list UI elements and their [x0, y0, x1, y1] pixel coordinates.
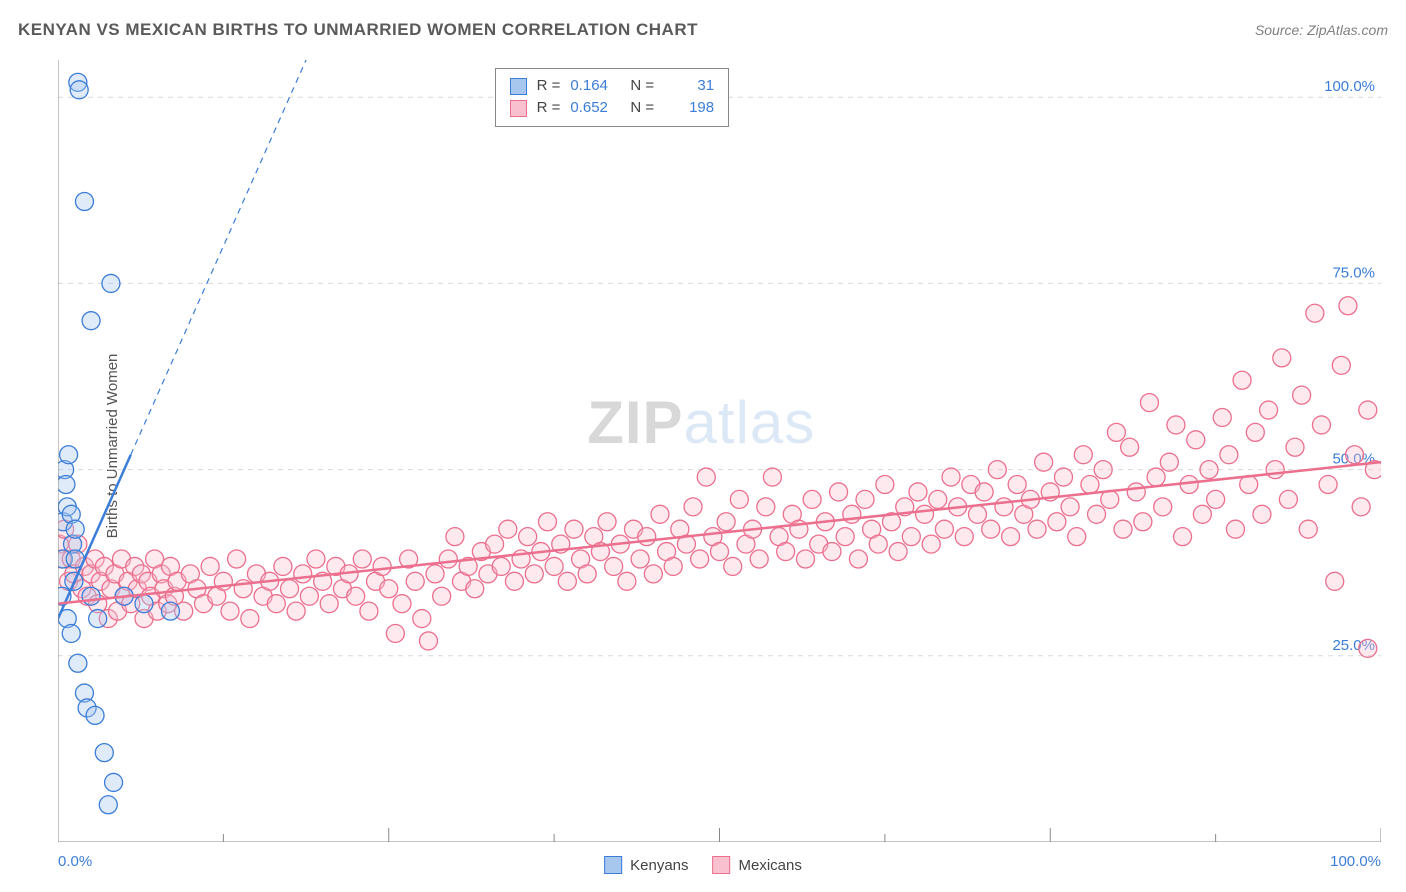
source-attribution: Source: ZipAtlas.com — [1255, 22, 1388, 38]
n-value: 198 — [664, 97, 714, 120]
legend-item: Kenyans — [604, 856, 688, 874]
svg-text:100.0%: 100.0% — [1324, 78, 1375, 95]
n-label: N = — [630, 97, 654, 120]
stats-row: R = 0.164 N = 31 — [510, 75, 715, 98]
scatter-plot-svg: 25.0%50.0%75.0%100.0% — [58, 60, 1381, 842]
svg-text:75.0%: 75.0% — [1332, 264, 1375, 281]
legend-label: Mexicans — [739, 857, 802, 874]
stats-row: R = 0.652 N = 198 — [510, 97, 715, 120]
legend-swatch-icon — [604, 856, 622, 874]
series-swatch-icon — [510, 78, 527, 95]
r-label: R = — [537, 75, 561, 98]
chart-plot-area: 25.0%50.0%75.0%100.0% ZIPatlas R =0.164N… — [58, 60, 1381, 842]
legend-label: Kenyans — [630, 857, 688, 874]
chart-header: KENYAN VS MEXICAN BIRTHS TO UNMARRIED WO… — [18, 20, 1388, 40]
n-label: N = — [630, 75, 654, 98]
legend-swatch-icon — [713, 856, 731, 874]
n-value: 31 — [664, 75, 714, 98]
x-axis-end-label: 100.0% — [1330, 853, 1381, 870]
r-value: 0.164 — [570, 75, 620, 98]
x-axis-start-label: 0.0% — [58, 853, 92, 870]
chart-title: KENYAN VS MEXICAN BIRTHS TO UNMARRIED WO… — [18, 20, 698, 40]
series-legend: Kenyans Mexicans — [604, 856, 802, 874]
correlation-stats-box: R = 0.164 N = 31 R = 0.652 N = 198 — [495, 68, 730, 127]
r-label: R = — [537, 97, 561, 120]
series-swatch-icon — [510, 100, 527, 117]
legend-item: Mexicans — [713, 856, 802, 874]
r-value: 0.652 — [570, 97, 620, 120]
